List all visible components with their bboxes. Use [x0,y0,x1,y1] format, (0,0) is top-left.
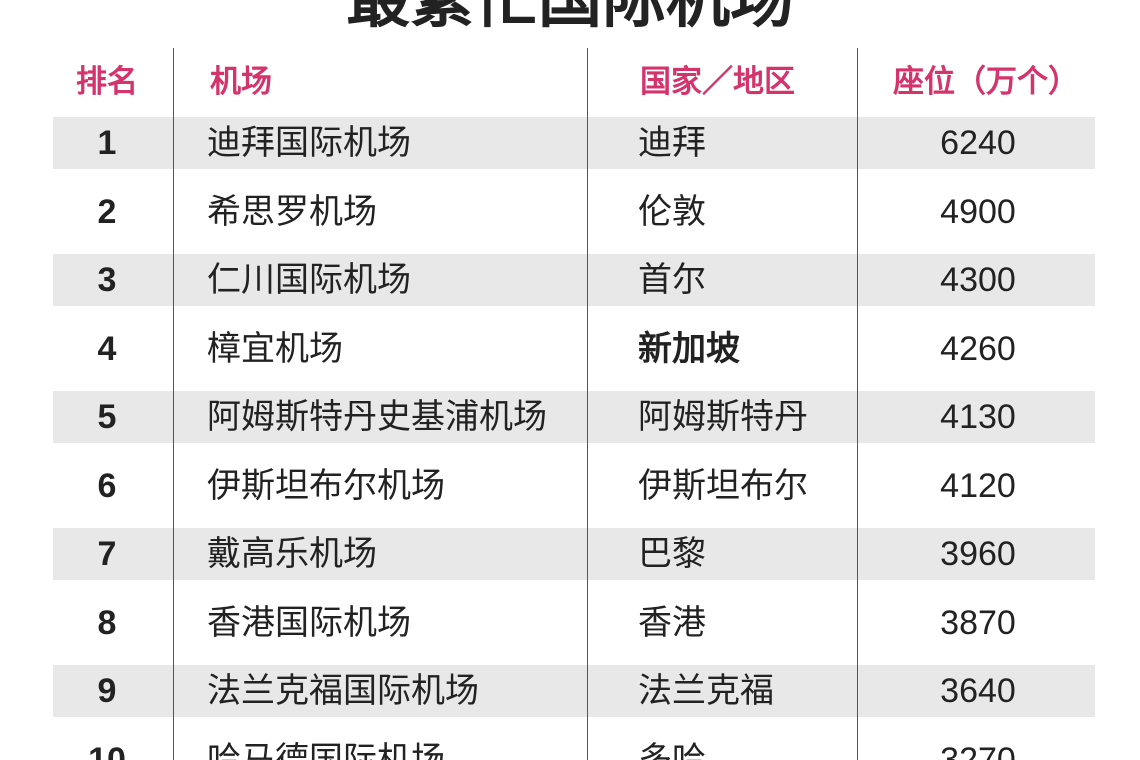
rank-cell: 10 [88,740,126,760]
header-cell: 排名 [76,64,138,99]
rank-cell: 9 [97,672,117,710]
row-band [53,117,1095,169]
airport-cell: 戴高乐机场 [207,535,377,573]
country-cell: 首尔 [638,261,706,299]
country-cell: 迪拜 [638,124,706,162]
rank-cell: 5 [97,398,117,436]
header-cell: 座位（万个） [893,64,1079,99]
seats-cell: 4260 [940,329,1016,368]
country-cell: 法兰克福 [638,672,774,710]
airport-cell: 香港国际机场 [207,603,411,642]
column-divider [587,48,588,760]
seats-cell: 4900 [940,192,1016,231]
airport-cell: 阿姆斯特丹史基浦机场 [207,398,547,436]
column-divider [173,48,174,760]
row-band [53,528,1095,580]
country-cell: 伦敦 [638,192,706,231]
airport-cell: 法兰克福国际机场 [207,672,479,710]
airport-cell: 伊斯坦布尔机场 [207,466,445,505]
column-divider [857,48,858,760]
airport-cell: 哈马德国际机场 [207,740,445,760]
seats-cell: 3870 [940,603,1016,642]
rank-cell: 8 [97,603,117,642]
country-cell: 巴黎 [638,535,706,573]
rank-cell: 1 [97,124,117,162]
row-band [53,391,1095,443]
seats-cell: 4300 [940,261,1016,299]
country-cell: 伊斯坦布尔 [638,466,808,505]
title: 最繁忙国际机场 [0,0,1140,40]
rank-cell: 4 [97,329,117,368]
country-cell: 新加坡 [638,329,740,368]
rank-cell: 3 [97,261,117,299]
header-cell: 机场 [210,64,272,99]
airport-cell: 希思罗机场 [207,192,377,231]
country-cell: 阿姆斯特丹 [638,398,808,436]
row-band [53,254,1095,306]
seats-cell: 3640 [940,672,1016,710]
seats-cell: 3960 [940,535,1016,573]
rank-cell: 2 [97,192,117,231]
airport-cell: 仁川国际机场 [207,261,411,299]
rank-cell: 7 [97,535,117,573]
airport-cell: 迪拜国际机场 [207,124,411,162]
seats-cell: 4130 [940,398,1016,436]
header-cell: 国家／地区 [640,64,795,99]
rank-cell: 6 [97,466,117,505]
country-cell: 香港 [638,603,706,642]
country-cell: 多哈 [638,740,706,760]
seats-cell: 4120 [940,466,1016,505]
airport-cell: 樟宜机场 [207,329,343,368]
row-band [53,665,1095,717]
seats-cell: 3270 [940,740,1016,760]
seats-cell: 6240 [940,124,1016,162]
